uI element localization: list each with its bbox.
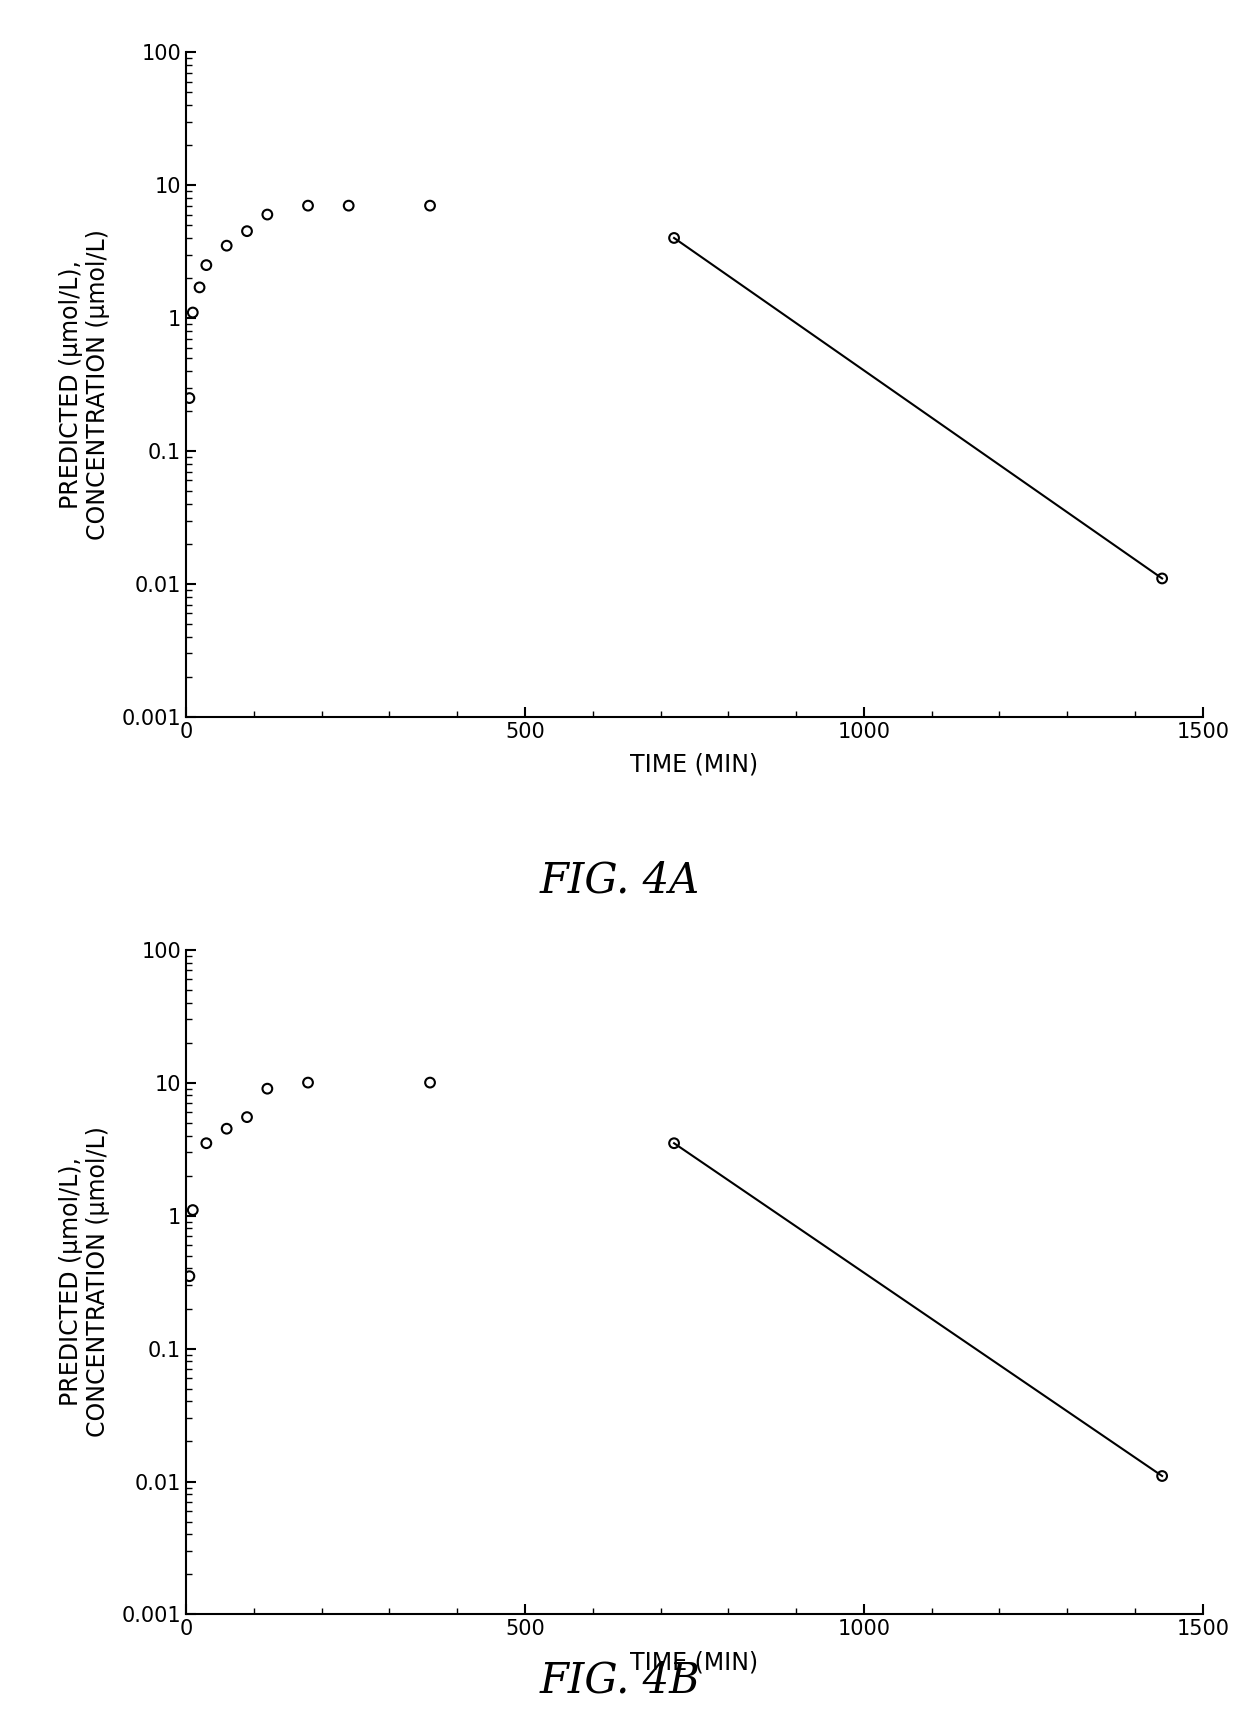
Point xyxy=(665,224,684,252)
Point xyxy=(1152,564,1172,592)
Text: FIG. 4A: FIG. 4A xyxy=(539,859,701,901)
Point xyxy=(217,1115,237,1142)
X-axis label: TIME (MIN): TIME (MIN) xyxy=(630,1651,759,1675)
Point xyxy=(420,1069,440,1097)
Point xyxy=(182,1196,202,1224)
Point xyxy=(180,384,200,411)
Point xyxy=(182,299,202,326)
Point xyxy=(180,1262,200,1290)
Point xyxy=(196,1130,216,1158)
Point xyxy=(196,252,216,279)
Point xyxy=(298,1069,317,1097)
Point xyxy=(190,274,210,302)
Point xyxy=(237,1104,257,1132)
Point xyxy=(237,217,257,245)
Point xyxy=(298,191,317,219)
Point xyxy=(258,201,278,229)
Point xyxy=(420,191,440,219)
Point xyxy=(217,233,237,260)
Point xyxy=(339,191,358,219)
Point xyxy=(258,1075,278,1102)
Point xyxy=(665,1130,684,1158)
Y-axis label: PREDICTED (μmol/L),
CONCENTRATION (μmol/L): PREDICTED (μmol/L), CONCENTRATION (μmol/… xyxy=(58,1127,110,1437)
Y-axis label: PREDICTED (μmol/L),
CONCENTRATION (μmol/L): PREDICTED (μmol/L), CONCENTRATION (μmol/… xyxy=(58,229,110,540)
Point xyxy=(1152,1462,1172,1489)
Text: FIG. 4B: FIG. 4B xyxy=(539,1660,701,1701)
X-axis label: TIME (MIN): TIME (MIN) xyxy=(630,753,759,778)
